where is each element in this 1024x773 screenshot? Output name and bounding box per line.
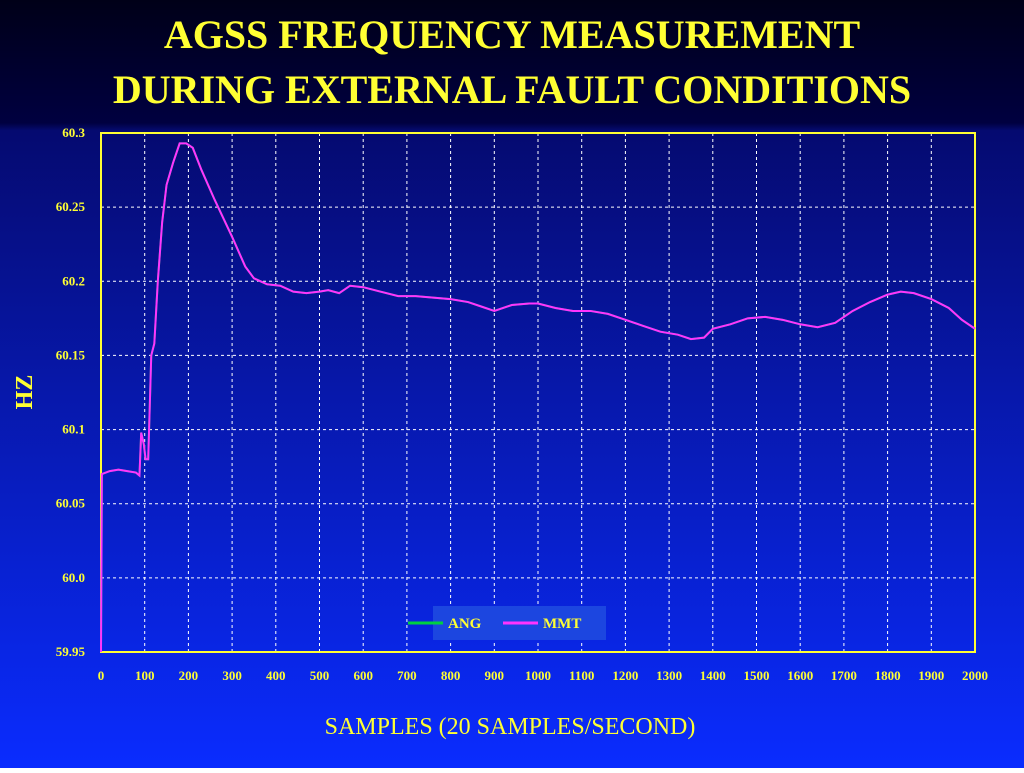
plot-border: [100, 132, 976, 653]
y-tick-label: 60.3: [62, 125, 85, 140]
y-tick-label: 60.2: [62, 273, 85, 288]
legend-label: ANG: [448, 616, 482, 632]
x-tick-label: 2000: [962, 668, 988, 683]
x-tick-label: 1200: [612, 668, 638, 683]
chart-title: AGSS FREQUENCY MEASUREMENT: [164, 12, 861, 57]
x-tick-label: 1000: [525, 668, 551, 683]
x-tick-label: 700: [397, 668, 417, 683]
x-tick-label: 1700: [831, 668, 857, 683]
x-tick-label: 1500: [744, 668, 770, 683]
x-tick-label: 800: [441, 668, 461, 683]
x-tick-label: 1300: [656, 668, 682, 683]
x-tick-label: 600: [353, 668, 373, 683]
x-tick-label: 1800: [875, 668, 901, 683]
y-tick-label: 60.05: [56, 496, 86, 511]
y-tick-label: 60.15: [56, 347, 86, 362]
x-axis-title: SAMPLES (20 SAMPLES/SECOND): [325, 714, 696, 740]
y-axis-title: HZ: [12, 375, 38, 410]
x-tick-label: 1900: [918, 668, 944, 683]
y-tick-label: 60.25: [56, 199, 86, 214]
x-tick-label: 200: [179, 668, 199, 683]
x-tick-label: 1400: [700, 668, 726, 683]
x-tick-label: 300: [222, 668, 242, 683]
x-tick-label: 1100: [569, 668, 594, 683]
x-tick-label: 1600: [787, 668, 813, 683]
line-series: [100, 142, 976, 653]
x-tick-label: 0: [98, 668, 105, 683]
legend-label: MMT: [543, 616, 581, 632]
x-tick-label: 400: [266, 668, 286, 683]
y-tick-label: 60.1: [62, 422, 85, 437]
x-tick-label: 100: [135, 668, 155, 683]
x-tick-label: 500: [310, 668, 330, 683]
chart-subtitle: DURING EXTERNAL FAULT CONDITIONS: [113, 67, 911, 112]
legend: ANG MMT: [408, 606, 606, 640]
x-tick-label: 900: [485, 668, 505, 683]
y-tick-label: 60.0: [62, 570, 85, 585]
y-tick-label: 59.95: [56, 644, 86, 659]
